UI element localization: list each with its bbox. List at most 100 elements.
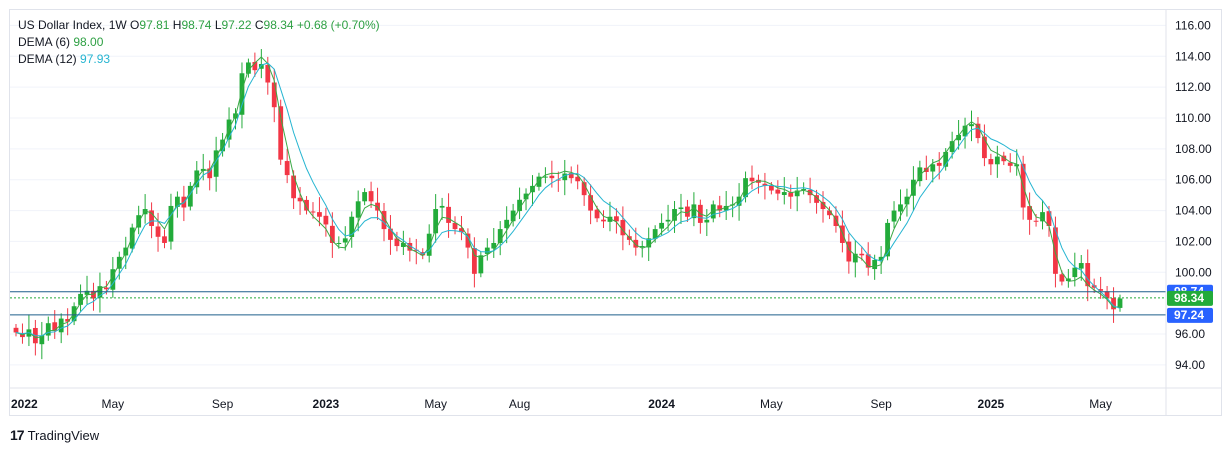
candle-body [1065,278,1071,282]
dema12-line [15,62,1121,337]
candle-body [349,216,355,237]
ohlc-row: US Dollar Index, 1W O97.81 H98.74 L97.22… [18,17,380,34]
y-tick-label: 94.00 [1175,358,1205,372]
candle-body [1104,291,1110,299]
candle-body [523,193,529,200]
dema6-row[interactable]: DEMA (6) 98.00 [18,34,380,51]
y-tick-label: 96.00 [1175,327,1205,341]
close-value: 98.34 [263,18,294,32]
candle-body [975,123,981,139]
candle-body [1085,263,1091,287]
candle-body [620,219,626,236]
candle-body [271,82,277,108]
dema12-row[interactable]: DEMA (12) 97.93 [18,51,380,68]
candle-body [762,183,768,186]
candle-body [846,241,852,262]
candle-body [633,239,639,248]
y-tick-label: 114.00 [1175,49,1211,63]
candle-body [342,238,348,243]
candle-body [691,204,697,219]
candle-body [543,176,548,178]
candle-body [58,318,64,333]
y-tick-label: 112.00 [1175,80,1211,94]
candle-body [988,159,994,165]
candle-body [103,287,109,290]
candle-body [239,73,245,115]
x-tick-label: May [760,397,783,411]
candle-body [504,219,510,229]
dema12-label: DEMA (12) [18,52,77,66]
candle-body [258,64,264,69]
candle-body [639,246,645,248]
chart-legend: US Dollar Index, 1W O97.81 H98.74 L97.22… [18,17,380,68]
candle-body [1117,298,1123,308]
candle-body [568,173,574,179]
y-tick-label: 100.00 [1175,265,1212,279]
low-value: 97.22 [221,18,252,32]
candle-body [549,175,555,179]
candle-body [588,195,593,211]
candle-body [65,319,71,322]
candle-body [885,222,890,257]
candle-body [478,255,484,274]
candle-body [1040,212,1045,222]
close-label: C [254,18,264,32]
candle-body [368,191,374,202]
dema6-value: 98.00 [73,35,104,49]
candle-body [1072,267,1078,278]
candle-body [839,225,845,243]
candle-body [949,141,955,152]
candle-body [652,229,658,239]
dema-layer [15,56,1121,339]
candle-body [581,182,587,196]
candle-body [943,151,949,167]
x-tick-label: 2023 [313,397,340,411]
candle-body [1007,162,1013,166]
candle-body [323,215,329,225]
candle-body [820,201,826,210]
candle-body [704,219,710,223]
candle-body [710,204,716,219]
candle-body [788,192,794,197]
candle-body [459,228,464,233]
symbol-label[interactable]: US Dollar Index, 1W [18,18,127,32]
candle-body [1027,206,1033,220]
candle-body [452,222,458,230]
candle-body [278,106,284,160]
candle-body [814,195,819,203]
candle-body [484,247,490,254]
candle-body [601,219,606,222]
x-tick-label: May [424,397,447,411]
candle-body [607,216,613,222]
candle-body [898,204,903,212]
candle-body [284,161,290,176]
candle-body [426,233,432,256]
candle-body [336,242,342,244]
candle-body [187,185,193,207]
candle-body [749,177,755,182]
candle-body [446,206,451,223]
y-tick-label: 102.00 [1175,234,1212,248]
candle-body [91,290,96,299]
candle-body [433,209,439,234]
candle-body [614,216,619,222]
candle-body [865,254,871,268]
candle-body [781,192,787,195]
candle-body [116,256,122,269]
candle-body [717,205,723,211]
candle-body [168,205,174,242]
candle-body [801,188,807,190]
candle-body [52,322,58,331]
candle-body [497,229,503,243]
y-tick-label: 110.00 [1175,111,1211,125]
candle-body [911,179,916,196]
candle-body [562,173,568,181]
candle-body [685,206,690,217]
candle-body [1001,155,1007,162]
candle-body [517,199,522,212]
candle-body [297,197,303,202]
candle-body [1111,298,1116,310]
tradingview-brand[interactable]: 17 TradingView [10,427,99,443]
candle-body [1098,289,1104,291]
